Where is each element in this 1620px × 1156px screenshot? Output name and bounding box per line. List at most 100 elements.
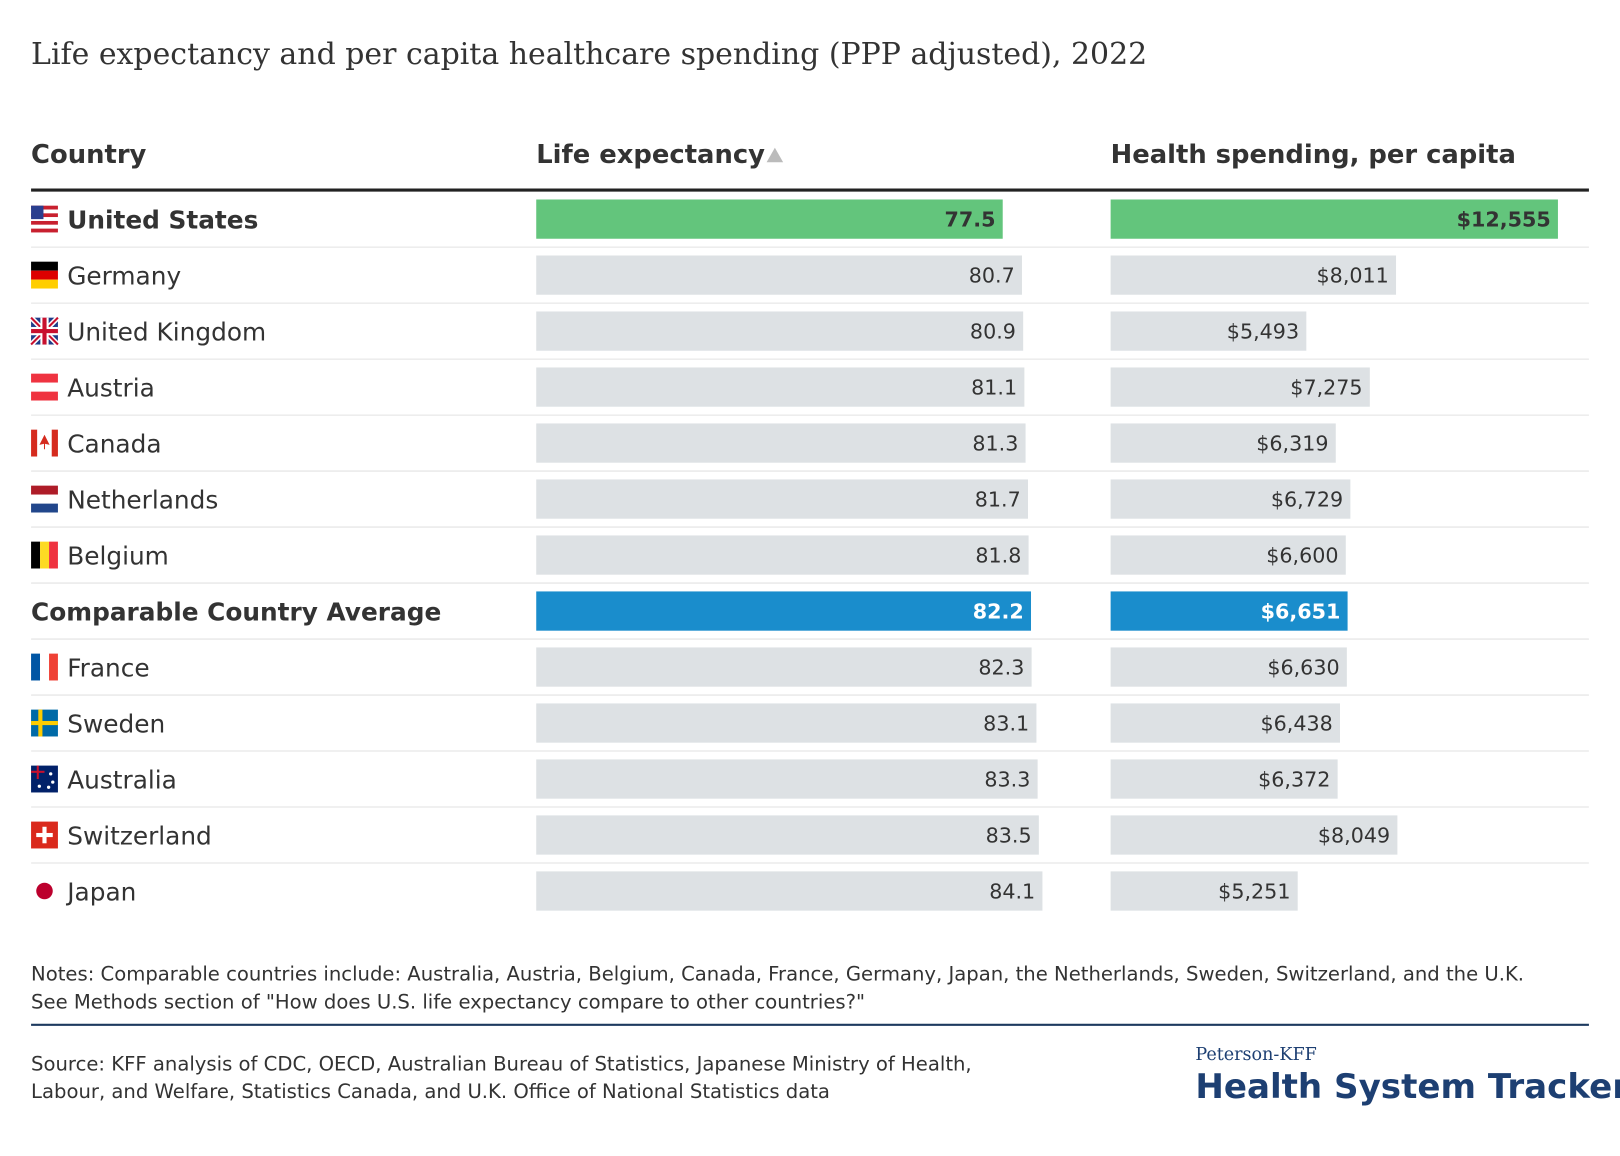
row-label: Germany xyxy=(67,261,181,290)
bar xyxy=(1110,535,1346,575)
value-label: 80.9 xyxy=(970,319,1016,343)
flag-part xyxy=(31,220,58,225)
flag-part xyxy=(31,373,58,383)
bar xyxy=(1110,591,1348,631)
row-label: Comparable Country Average xyxy=(31,597,441,626)
value-label: $6,630 xyxy=(1267,655,1339,679)
flag-part xyxy=(37,784,41,788)
flag-icon xyxy=(31,541,58,569)
note: Notes: Comparable countries include: Aus… xyxy=(31,962,1524,985)
flag-part xyxy=(31,503,58,513)
value-label: 82.3 xyxy=(978,655,1024,679)
flag-part xyxy=(46,785,51,789)
bar xyxy=(1110,199,1558,239)
flag-part xyxy=(31,720,58,726)
flag-icon xyxy=(31,261,58,289)
bar xyxy=(536,255,1022,295)
flag-part xyxy=(40,653,50,681)
row-label: Belgium xyxy=(67,541,169,570)
value-label: $6,729 xyxy=(1271,487,1343,511)
bar xyxy=(1110,871,1298,911)
bar xyxy=(536,367,1025,407)
flag-part xyxy=(31,205,44,220)
value-label: 80.7 xyxy=(969,263,1015,287)
flag-part xyxy=(31,270,58,280)
bar xyxy=(536,199,1003,239)
row-label: Sweden xyxy=(67,709,165,738)
flag-part xyxy=(31,329,58,334)
source: Labour, and Welfare, Statistics Canada, … xyxy=(31,1080,830,1103)
bar xyxy=(536,703,1037,743)
row-label: Canada xyxy=(67,429,161,458)
bar xyxy=(1110,311,1307,351)
flag-part xyxy=(49,772,53,776)
bar xyxy=(1110,367,1370,407)
flag-icon xyxy=(31,821,58,849)
flag-icon xyxy=(31,709,58,737)
flag-part xyxy=(31,217,58,221)
bar xyxy=(536,311,1024,351)
flag-part xyxy=(36,882,53,900)
bar xyxy=(536,535,1029,575)
column-header: Health spending, per capita xyxy=(1111,140,1516,170)
value-label: 81.8 xyxy=(975,543,1021,567)
row-label: Japan xyxy=(65,877,136,906)
brand-top: Peterson-KFF xyxy=(1195,1045,1316,1065)
flag-part xyxy=(31,205,58,210)
flag-part xyxy=(31,494,58,504)
value-label: 83.5 xyxy=(986,823,1032,847)
row-label: Australia xyxy=(67,765,177,794)
value-label: $6,319 xyxy=(1256,431,1328,455)
value-label: 84.1 xyxy=(989,879,1035,903)
value-label: $5,251 xyxy=(1218,879,1290,903)
value-label: 81.1 xyxy=(971,375,1017,399)
value-label: 81.3 xyxy=(972,431,1018,455)
flag-part xyxy=(31,391,58,401)
flag-part xyxy=(31,228,58,233)
flag-icon xyxy=(36,882,53,900)
bar xyxy=(536,815,1039,855)
value-label: $8,011 xyxy=(1317,263,1389,287)
flag-part xyxy=(31,261,58,271)
row-label: United States xyxy=(67,205,258,234)
bar xyxy=(536,871,1043,911)
column-header: Country xyxy=(31,140,146,170)
flag-part xyxy=(49,541,58,569)
flag-part xyxy=(31,541,41,569)
flag-part xyxy=(31,279,58,289)
flag-icon xyxy=(31,205,58,233)
flag-icon xyxy=(31,485,58,513)
flag-part xyxy=(39,434,50,450)
flag-icon xyxy=(31,653,58,681)
value-label: 82.2 xyxy=(973,599,1024,623)
bar xyxy=(536,591,1032,631)
row-label: Netherlands xyxy=(67,485,218,514)
bar xyxy=(1110,703,1340,743)
bar xyxy=(1110,815,1398,855)
source: Source: KFF analysis of CDC, OECD, Austr… xyxy=(31,1052,972,1075)
flag-icon xyxy=(29,315,60,347)
value-label: 77.5 xyxy=(945,207,996,231)
value-label: $6,372 xyxy=(1258,767,1330,791)
value-label: 83.3 xyxy=(984,767,1030,791)
bar xyxy=(1110,647,1347,687)
bar xyxy=(536,423,1026,463)
value-label: 81.7 xyxy=(975,487,1021,511)
brand-name: Health System Tracker xyxy=(1195,1067,1620,1107)
value-label: $6,438 xyxy=(1260,711,1332,735)
flag-part xyxy=(40,541,50,569)
bar xyxy=(536,479,1028,519)
flag-part xyxy=(31,209,58,214)
row-label: United Kingdom xyxy=(67,317,266,346)
row-label: France xyxy=(67,653,149,682)
flag-part xyxy=(49,653,58,681)
flag-part xyxy=(31,224,58,229)
flag-part xyxy=(31,485,58,495)
bar xyxy=(536,647,1032,687)
flag-part xyxy=(31,382,58,392)
value-label: $6,651 xyxy=(1261,599,1341,623)
sort-indicator[interactable] xyxy=(766,147,784,163)
chart-title: Life expectancy and per capita healthcar… xyxy=(31,37,1147,72)
flag-part xyxy=(51,780,55,784)
